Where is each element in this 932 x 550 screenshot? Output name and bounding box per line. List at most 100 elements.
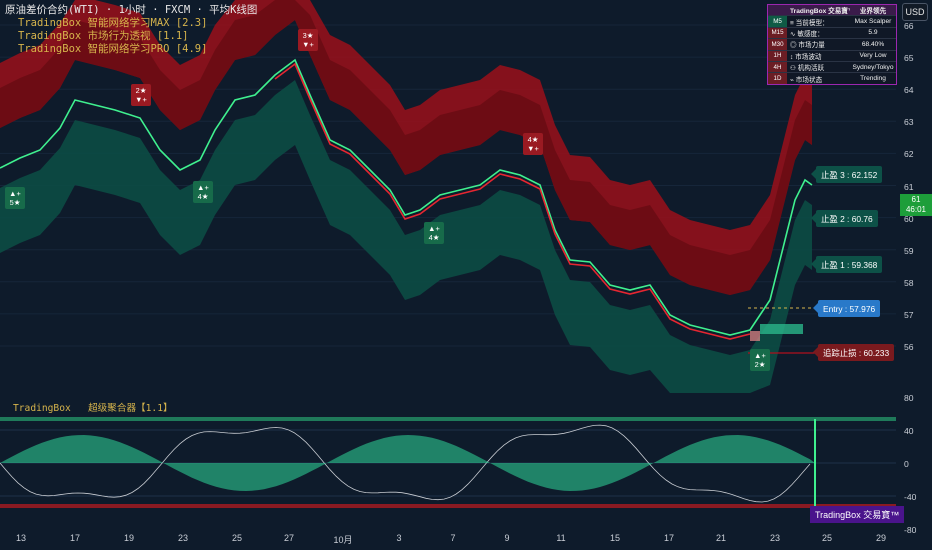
take-profit-3-label: 止盈 3 : 62.152	[821, 169, 878, 180]
sell-signal-marker[interactable]: 4★ ▼+	[523, 133, 543, 155]
marker-line: 4★	[527, 135, 539, 144]
marker-line: 4★	[428, 233, 440, 242]
time-axis-label: 25	[231, 533, 243, 543]
info-table: TradingBox 交易寶™ 业界领先 M5 ≡ 当前模型： Max Scal…	[767, 4, 897, 85]
info-value: 68.40%	[861, 40, 885, 48]
time-axis-label: 10月	[333, 535, 353, 545]
info-row-m15: M15 ∿ 敏感度： 5.9	[768, 26, 896, 39]
oscillator-title: 超级聚合器【1.1】	[88, 403, 173, 414]
time-axis-label: 17	[69, 533, 81, 543]
timeframe-badge: 1D	[768, 73, 787, 84]
buy-signal-marker[interactable]: ▲+ 4★	[193, 181, 213, 203]
oscillator-pane[interactable]	[0, 393, 932, 519]
oscillator-source: TradingBox	[13, 403, 71, 414]
currency-button[interactable]: USD	[902, 3, 928, 21]
time-axis-label: 15	[609, 533, 621, 543]
info-header-spacer	[768, 5, 787, 16]
info-value: Trending	[860, 75, 886, 83]
time-axis-label: 25	[821, 533, 833, 543]
info-row-m30: M30 ◎ 市场力量 68.40%	[768, 38, 896, 50]
info-key: ↕ 市场波动	[790, 53, 822, 61]
entry-tag: Entry : 57.976	[812, 300, 881, 317]
time-axis-label: 7	[450, 533, 456, 543]
marker-line: ▲+	[197, 183, 209, 192]
buy-signal-marker[interactable]: ▲+ 2★	[750, 349, 770, 371]
info-value: Sydney/Tokyo	[852, 63, 894, 71]
bear-trend-line	[274, 62, 751, 340]
take-profit-1-label: 止盈 1 : 59.368	[821, 259, 878, 270]
timeframe-badge: M15	[768, 27, 787, 39]
info-key: ∿ 敏感度：	[790, 30, 824, 38]
price-axis-label: 58	[904, 277, 914, 288]
info-table-header: TradingBox 交易寶™ 业界领先	[768, 5, 896, 16]
price-axis-label: 59	[904, 245, 914, 256]
entry-label: Entry : 57.976	[823, 303, 876, 314]
take-profit-3-tag: 止盈 3 : 62.152	[810, 166, 883, 183]
info-key: ⌁ 市场状态	[790, 76, 823, 84]
buy-signal-marker[interactable]: ▲+ 4★	[424, 222, 444, 244]
bar-countdown: 46:01	[905, 205, 927, 214]
info-header-value: 业界领先	[859, 8, 887, 16]
price-axis-label: 61	[904, 181, 914, 192]
marker-line: 3★	[302, 31, 314, 40]
info-row-1h: 1H ↕ 市场波动 Very Low	[768, 49, 896, 61]
lower-support-band	[0, 80, 812, 393]
info-header-name: TradingBox 交易寶™	[790, 8, 850, 16]
time-axis-label: 19	[123, 533, 135, 543]
trailing-stop-tag: 追踪止损 : 60.233	[812, 344, 895, 361]
price-axis-label: 60	[904, 213, 914, 224]
price-axis-label: 64	[904, 85, 914, 96]
time-axis-label: 11	[556, 533, 566, 543]
marker-line: ▼+	[135, 95, 147, 104]
marker-line: 2★	[754, 360, 766, 369]
sell-signal-marker[interactable]: 3★ ▼+	[298, 29, 318, 51]
main-chart-pane[interactable]	[0, 0, 932, 393]
time-axis-label: 23	[769, 533, 781, 543]
time-axis-label: 13	[15, 533, 27, 543]
marker-line: 5★	[9, 198, 21, 207]
chart-legend: 原油差价合约(WTI) · 1小时 · FXCM · 平均K线图 Trading…	[5, 4, 257, 56]
info-row-m5: M5 ≡ 当前模型： Max Scalper	[768, 15, 896, 27]
price-axis-label: 63	[904, 117, 914, 128]
oscillator-axis-label: 0	[904, 459, 909, 469]
time-axis-label: 27	[283, 533, 295, 543]
marker-line: ▲+	[9, 189, 21, 198]
oscillator-axis-label: 80	[904, 393, 914, 403]
trailing-stop-label: 追踪止损 : 60.233	[823, 347, 890, 358]
time-axis-label: 29	[875, 533, 887, 543]
info-value: Very Low	[859, 52, 887, 60]
price-chart-canvas[interactable]	[0, 0, 932, 393]
indicator-legend-3[interactable]: TradingBox 智能网络学习PRO [4.9]	[18, 43, 208, 55]
symbol-title[interactable]: 原油差价合约(WTI) · 1小时 · FXCM · 平均K线图	[5, 4, 258, 16]
price-axis-label: 56	[904, 342, 914, 352]
marker-line: ▲+	[428, 224, 440, 233]
price-trend-line	[0, 58, 813, 336]
timeframe-badge: M30	[768, 39, 787, 50]
marker-line: ▼+	[302, 40, 314, 49]
oscillator-axis-label: -40	[904, 492, 917, 502]
info-key: ⚇ 机构活跃	[790, 65, 825, 73]
indicator-legend-1[interactable]: TradingBox 智能网络学习MAX [2.3]	[18, 17, 208, 29]
info-row-4h: 4H ⚇ 机构活跃 Sydney/Tokyo	[768, 60, 896, 73]
osc-wave	[0, 424, 811, 503]
osc-bottom-bar	[0, 504, 896, 508]
oscillator-canvas[interactable]	[0, 393, 932, 519]
upper-resistance-band-inner	[0, 0, 812, 295]
oscillator-axis-label: -80	[904, 525, 917, 535]
oscillator-legend[interactable]: TradingBox 超级聚合器【1.1】	[13, 400, 173, 414]
indicator-legend-2[interactable]: TradingBox 市场行为透视 [1.1]	[18, 30, 189, 42]
info-value: Max Scalper	[854, 18, 892, 26]
time-axis-label: 21	[715, 533, 727, 543]
timeframe-badge: M5	[768, 16, 787, 27]
osc-top-bar	[0, 417, 896, 421]
stop-zone	[750, 331, 760, 341]
take-profit-2-label: 止盈 2 : 60.76	[821, 213, 873, 224]
buy-signal-marker[interactable]: ▲+ 5★	[5, 187, 25, 209]
sell-signal-marker[interactable]: 2★ ▼+	[131, 84, 151, 106]
info-value: 5.9	[868, 29, 878, 37]
time-axis-label: 17	[663, 533, 675, 543]
marker-line: ▲+	[754, 351, 766, 360]
current-price-value: 61	[911, 195, 921, 204]
current-price-badge: 61 46:01	[900, 194, 932, 216]
price-axis-label: 66	[904, 21, 914, 31]
